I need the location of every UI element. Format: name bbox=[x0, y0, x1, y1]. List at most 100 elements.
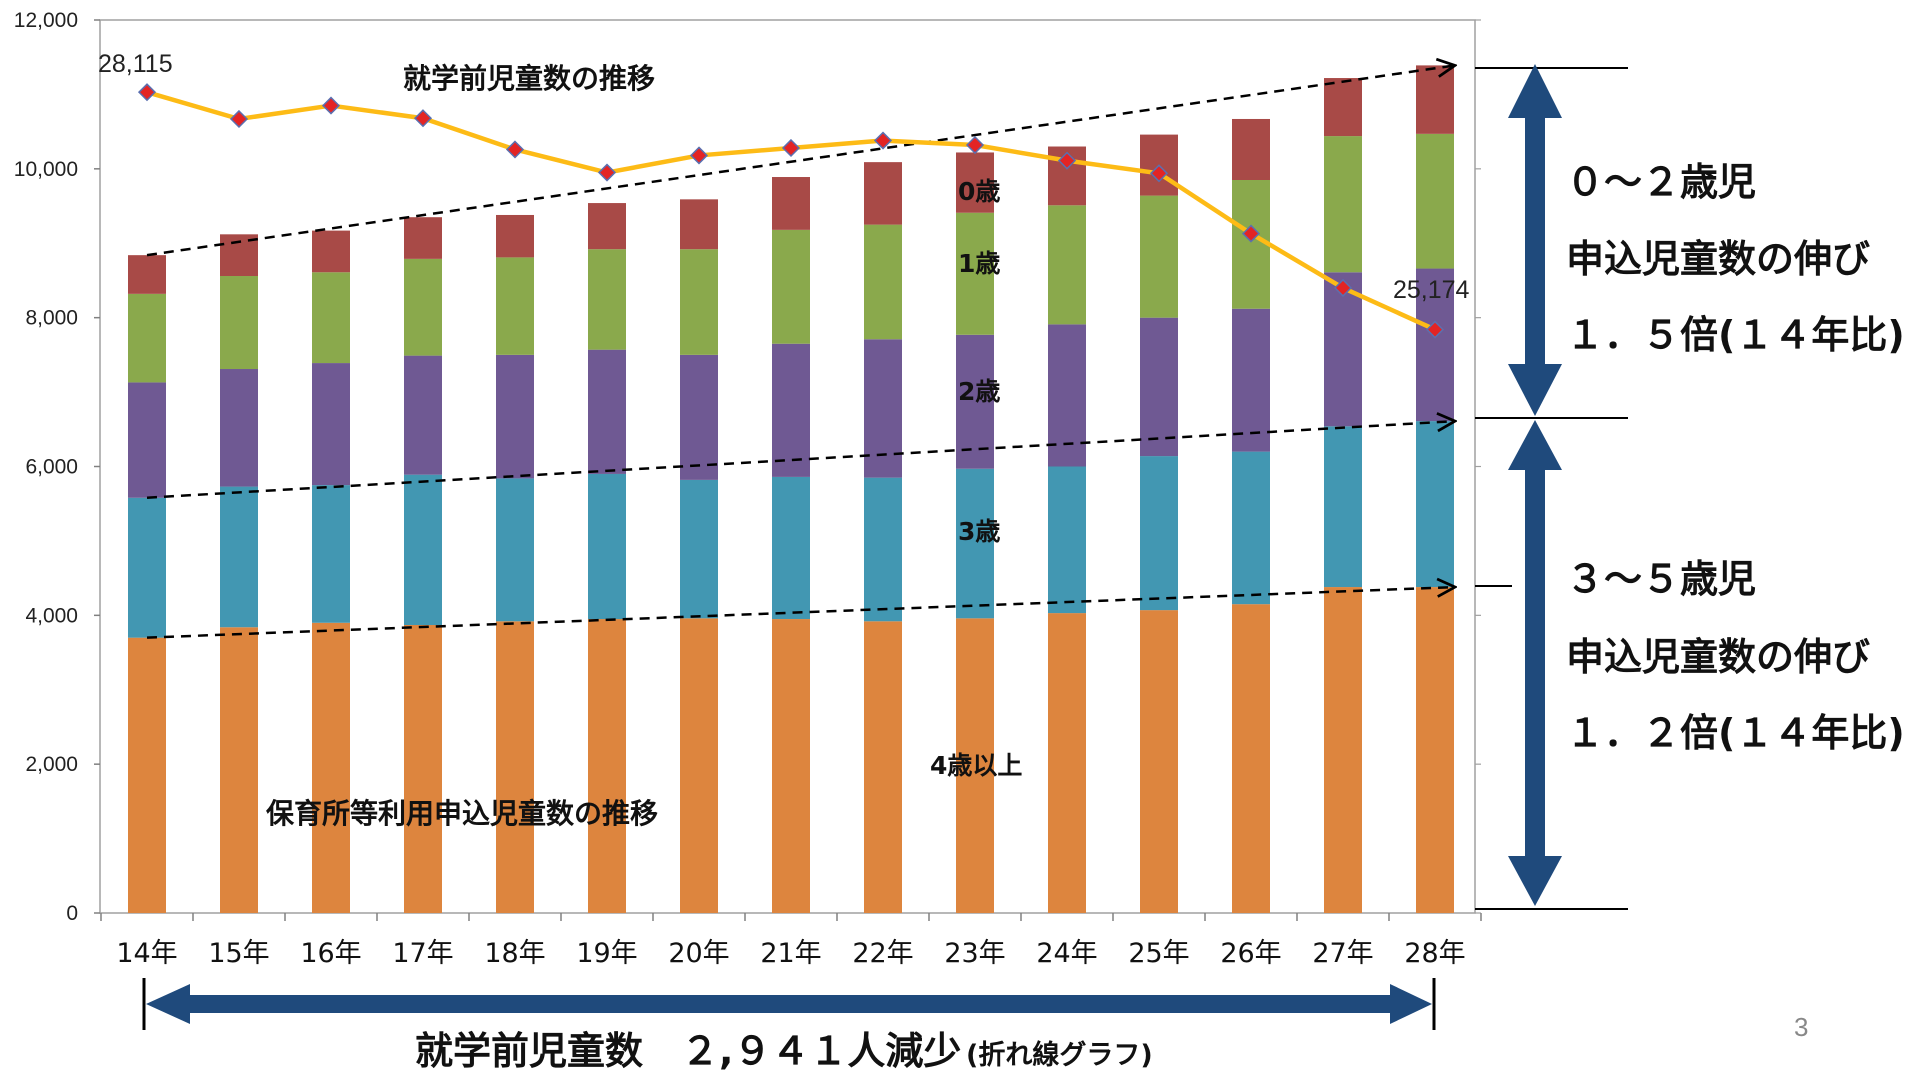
bar-segment-series0 bbox=[588, 619, 626, 913]
bar-segment-series4 bbox=[680, 199, 718, 250]
stacked-bars bbox=[128, 65, 1454, 913]
bar-segment-series0 bbox=[312, 622, 350, 913]
x-tick-label: 18年 bbox=[484, 938, 545, 969]
y-tick-label: 10,000 bbox=[14, 158, 78, 181]
line-point bbox=[321, 96, 341, 115]
upper-note-line1: ０～２歳児 bbox=[1566, 160, 1756, 204]
bar-segment-series3 bbox=[956, 212, 994, 335]
bar-segment-series0 bbox=[1324, 587, 1362, 913]
bar-segment-series1 bbox=[404, 474, 442, 626]
trend-lines bbox=[146, 65, 1455, 639]
bar-segment-series3 bbox=[864, 224, 902, 340]
bar-segment-series1 bbox=[496, 478, 534, 622]
line-point bbox=[413, 109, 433, 128]
segment-label-age4plus: 4歳以上 bbox=[930, 751, 1022, 780]
bar-segment-series3 bbox=[772, 229, 810, 344]
bar-segment-series3 bbox=[312, 272, 350, 364]
x-tick-label: 21年 bbox=[760, 938, 821, 969]
bar-segment-series2 bbox=[1232, 308, 1270, 452]
bar-segment-series2 bbox=[220, 369, 258, 487]
segment-label-age0: 0歳 bbox=[958, 177, 1000, 206]
segment-label-age2: 2歳 bbox=[958, 377, 1000, 406]
line-point bbox=[965, 135, 985, 155]
segment-label-age1: 1歳 bbox=[958, 249, 1000, 278]
x-tick-label: 24年 bbox=[1036, 938, 1097, 969]
bar-segment-series1 bbox=[956, 468, 994, 619]
trend-line-age3-5 bbox=[146, 421, 1455, 500]
line-point bbox=[137, 83, 157, 102]
bar-segment-series1 bbox=[772, 476, 810, 620]
bar-segment-series3 bbox=[1048, 205, 1086, 325]
bar-segment-series3 bbox=[128, 293, 166, 383]
y-axis: 0 2,000 4,000 6,000 8,000 10,000 12,000 bbox=[14, 9, 1481, 925]
bar-segment-series4 bbox=[1416, 65, 1454, 134]
bar-segment-series3 bbox=[588, 249, 626, 350]
line-point bbox=[689, 146, 709, 165]
bar-segment-series4 bbox=[128, 255, 166, 294]
x-tick-label: 27年 bbox=[1312, 938, 1373, 969]
bar-segment-series1 bbox=[1324, 426, 1362, 588]
bar-segment-series1 bbox=[312, 485, 350, 623]
line-point bbox=[873, 131, 893, 150]
bar-segment-series4 bbox=[312, 230, 350, 273]
bar-segment-series3 bbox=[404, 258, 442, 356]
bar-segment-series0 bbox=[1416, 587, 1454, 913]
bar-segment-series0 bbox=[220, 627, 258, 913]
line-point bbox=[597, 163, 617, 182]
bar-segment-series1 bbox=[1232, 451, 1270, 605]
bar-segment-series0 bbox=[496, 621, 534, 913]
x-tick-label: 15年 bbox=[208, 938, 269, 969]
lower-note-line3: １．２倍(１４年比) bbox=[1566, 711, 1905, 755]
point-label-first: 28,115 bbox=[98, 50, 173, 78]
bar-segment-series4 bbox=[588, 203, 626, 250]
y-tick-label: 8,000 bbox=[25, 307, 78, 330]
point-label-last: 25,174 bbox=[1393, 276, 1470, 304]
chart-title: 就学前児童数の推移 bbox=[403, 62, 655, 95]
x-tick-label: 17年 bbox=[392, 938, 453, 969]
preschool-line-series bbox=[137, 83, 1445, 339]
bar-segment-series1 bbox=[1140, 456, 1178, 611]
bar-segment-series4 bbox=[404, 217, 442, 259]
bar-segment-series3 bbox=[496, 257, 534, 355]
lower-note-line2: 申込児童数の伸び bbox=[1566, 635, 1870, 679]
x-tick-label: 26年 bbox=[1220, 938, 1281, 969]
bar-segment-series0 bbox=[1048, 613, 1086, 913]
y-tick-label: 12,000 bbox=[14, 9, 78, 32]
y-tick-label: 0 bbox=[66, 902, 78, 925]
bar-segment-series0 bbox=[1232, 604, 1270, 913]
line-point bbox=[1241, 224, 1261, 243]
double-arrow-lower bbox=[1508, 420, 1562, 906]
x-tick-label: 20年 bbox=[668, 938, 729, 969]
x-tick-label: 28年 bbox=[1404, 938, 1465, 969]
bar-segment-series2 bbox=[680, 354, 718, 480]
bar-segment-series2 bbox=[312, 363, 350, 486]
double-arrow-upper bbox=[1508, 64, 1562, 416]
bar-segment-series4 bbox=[864, 162, 902, 225]
line-point bbox=[229, 109, 249, 129]
bar-segment-series2 bbox=[404, 355, 442, 475]
bar-segment-series1 bbox=[1416, 421, 1454, 588]
bar-segment-series3 bbox=[680, 249, 718, 355]
line-point bbox=[781, 138, 801, 158]
line-point bbox=[1333, 278, 1353, 297]
bar-segment-series3 bbox=[1140, 195, 1178, 318]
bar-segment-series0 bbox=[864, 621, 902, 913]
upper-note-line3: １．５倍(１４年比) bbox=[1566, 313, 1905, 357]
bar-segment-series3 bbox=[1416, 133, 1454, 269]
bar-segment-series2 bbox=[496, 354, 534, 479]
bar-segment-series2 bbox=[864, 339, 902, 478]
footer-note-text: (折れ線グラフ) bbox=[966, 1039, 1153, 1070]
bar-segment-series1 bbox=[680, 479, 718, 619]
line-point bbox=[1149, 164, 1169, 183]
bar-segment-series4 bbox=[496, 214, 534, 258]
bar-segment-series0 bbox=[956, 618, 994, 913]
bar-segment-series4 bbox=[1324, 78, 1362, 137]
page-number: 3 bbox=[1794, 1012, 1808, 1042]
chart-subtitle: 保育所等利用申込児童数の推移 bbox=[266, 797, 658, 830]
bar-segment-series0 bbox=[404, 625, 442, 913]
bar-segment-series0 bbox=[1140, 610, 1178, 913]
line-point bbox=[1057, 151, 1077, 170]
bar-segment-series3 bbox=[1232, 179, 1270, 309]
bar-segment-series1 bbox=[220, 486, 258, 628]
